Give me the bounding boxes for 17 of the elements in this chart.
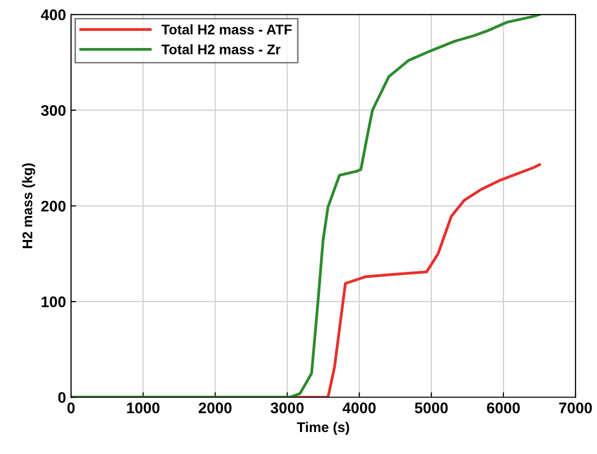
x-tick-label: 0 bbox=[67, 402, 75, 414]
x-tick-label: 3000 bbox=[270, 402, 304, 414]
y-tick-label: 100 bbox=[42, 296, 66, 308]
y-tick-label: 300 bbox=[41, 105, 66, 116]
x-tick-label: 5000 bbox=[414, 402, 448, 414]
x-tick-label: 7000 bbox=[559, 402, 592, 414]
y-tick-label: 200 bbox=[41, 200, 66, 212]
x-axis-title: Time (s) bbox=[296, 422, 350, 435]
y-tick-label: 0 bbox=[58, 392, 66, 403]
legend-label: Total H2 mass - Zr bbox=[161, 44, 280, 54]
x-tick-label: 2000 bbox=[198, 402, 232, 414]
y-axis-title: H2 mass (kg) bbox=[22, 163, 36, 248]
x-tick-label: 6000 bbox=[487, 402, 520, 414]
x-tick-label: 4000 bbox=[342, 402, 376, 414]
x-tick-label: 1000 bbox=[127, 402, 160, 414]
legend-label: Total H2 mass - ATF bbox=[161, 24, 292, 34]
y-tick-label: 400 bbox=[40, 9, 66, 20]
